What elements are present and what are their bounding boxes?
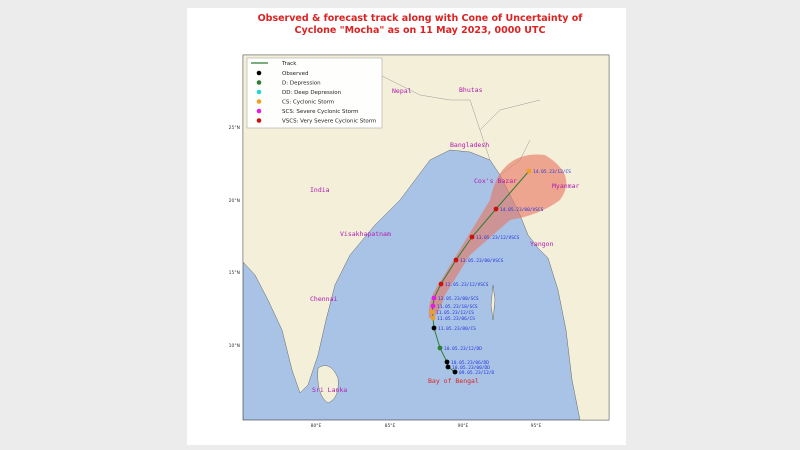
legend-marker xyxy=(256,118,262,123)
island xyxy=(490,284,496,321)
track-label: 14.05.23/12/CS xyxy=(533,169,571,175)
track-label: 11.05.23/00/CS xyxy=(438,326,476,332)
track-label: 10.05.23/06/DD xyxy=(451,360,489,366)
track-point xyxy=(429,309,435,315)
track-point xyxy=(437,345,443,351)
place-label: Chennai xyxy=(310,295,337,303)
legend: Track Observed D: Depression DD: Deep Depr… xyxy=(246,57,383,129)
place-label: Yangon xyxy=(530,240,554,248)
legend-label: VSCS: Very Severe Cyclonic Storm xyxy=(282,119,376,125)
track-label: 13.05.23/00/VSCS xyxy=(460,258,504,264)
track-label: 11.05.23/18/SCS xyxy=(437,304,478,310)
lat-label: 15°N xyxy=(229,270,240,276)
track-label: 10.05.23/00/DD xyxy=(452,365,490,371)
legend-marker xyxy=(256,99,262,104)
lat-label: 20°N xyxy=(229,198,240,204)
lat-label: 25°N xyxy=(229,125,240,131)
track-label: 13.05.23/12/VSCS xyxy=(476,235,520,241)
track-point xyxy=(526,168,532,174)
cone xyxy=(428,154,567,319)
track-point xyxy=(469,234,475,240)
legend-label: SCS: Severe Cyclonic Storm xyxy=(282,109,359,115)
lat-label: 10°N xyxy=(229,343,240,349)
title-line: Observed & forecast track along with Con… xyxy=(258,13,584,24)
track-label: 14.05.23/00/VSCS xyxy=(500,207,544,213)
legend-marker xyxy=(256,70,262,76)
legend-box xyxy=(246,57,383,129)
lon-label: 85°E xyxy=(385,423,396,429)
legend-marker xyxy=(256,80,262,85)
track-label: 12.05.23/12/VSCS xyxy=(445,282,489,288)
legend-label: Observed xyxy=(282,71,308,77)
track-point xyxy=(452,369,458,375)
place-label: Bhutas xyxy=(459,86,483,94)
island xyxy=(317,365,339,404)
legend-label: DD: Deep Depression xyxy=(282,90,342,96)
track-point xyxy=(445,364,451,370)
lon-label: 95°E xyxy=(531,423,542,429)
track-point xyxy=(430,315,436,321)
track-point xyxy=(453,257,459,263)
legend-marker xyxy=(256,108,262,114)
lon-label: 90°E xyxy=(458,423,469,429)
place-label: Sri Lanka xyxy=(312,386,347,394)
place-label: Myanmar xyxy=(552,182,579,190)
legend-marker xyxy=(256,89,262,95)
place-label: Visakhapatnam xyxy=(340,230,391,238)
track-point xyxy=(431,295,437,301)
track-line xyxy=(431,170,530,373)
axes: 25°N 20°N 15°N 10°N 80°E 85°E 90°E 95°E xyxy=(229,125,542,429)
track-label: 11.05.23/12/CS xyxy=(436,310,474,316)
legend-items: Observed D: Depression DD: Deep Depression… xyxy=(256,70,376,125)
track-point xyxy=(431,325,437,331)
track-label: 10.05.23/12/DD xyxy=(444,346,482,352)
legend-label: D: Depression xyxy=(282,81,321,87)
place-label: India xyxy=(310,186,330,194)
place-label: Cox's Bazar xyxy=(474,177,517,185)
legend-label: Track xyxy=(281,61,297,67)
track: 09.05.23/12/D10.05.23/00/DD10.05.23/06/D… xyxy=(429,168,571,376)
track-label: 12.05.23/00/SCS xyxy=(438,296,479,302)
map: 25°N 20°N 15°N 10°N 80°E 85°E 90°E 95°E … xyxy=(229,54,610,429)
land xyxy=(242,54,610,421)
track-label: 09.05.23/12/D xyxy=(459,370,495,376)
track-point xyxy=(430,303,436,309)
place-label: Bangladesh xyxy=(450,141,489,149)
track-point xyxy=(493,206,499,212)
lon-label: 80°E xyxy=(311,423,322,429)
title-line: Cyclone "Mocha" as on 11 May 2023, 0000 … xyxy=(295,25,546,36)
track-point xyxy=(444,359,450,365)
track-point xyxy=(438,281,444,287)
legend-label: CS: Cyclonic Storm xyxy=(282,100,334,106)
place-label: Bay of Bengal xyxy=(428,377,479,385)
place-label: Nepal xyxy=(392,87,412,95)
track-label: 11.05.23/06/CS xyxy=(437,316,475,322)
